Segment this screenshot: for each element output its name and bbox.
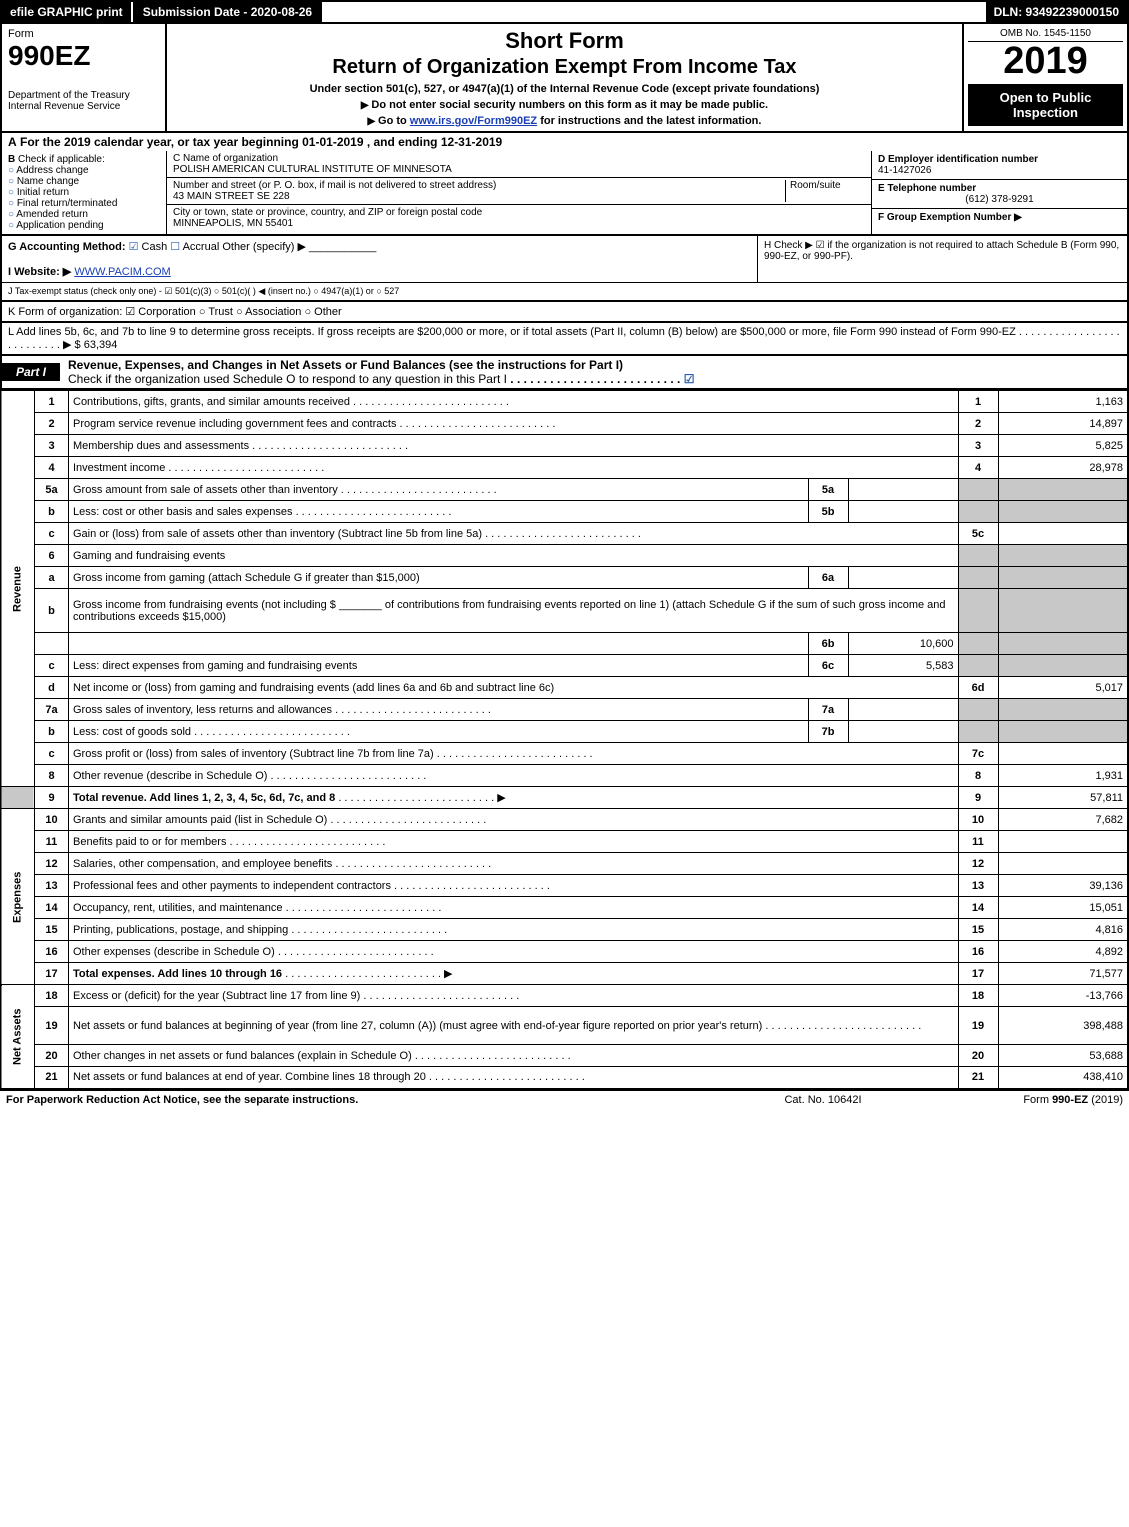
g-lbl: G Accounting Method: <box>8 241 126 253</box>
subtitle-3: Go to www.irs.gov/Form990EZ for instruct… <box>175 115 954 127</box>
val-1: 1,163 <box>998 391 1128 413</box>
line-k: K Form of organization: ☑ Corporation ○ … <box>0 302 1129 323</box>
val-15: 4,816 <box>998 919 1128 941</box>
tax-year: 2019 <box>968 42 1123 80</box>
dln: DLN: 93492239000150 <box>986 2 1127 22</box>
val-6b: 10,600 <box>848 633 958 655</box>
val-6c: 5,583 <box>848 655 958 677</box>
val-21: 438,410 <box>998 1067 1128 1089</box>
footer-form: Form 990-EZ (2019) <box>923 1094 1123 1106</box>
phone: (612) 378-9291 <box>878 194 1121 205</box>
part1-title: Revenue, Expenses, and Changes in Net As… <box>68 358 623 372</box>
section-b: B Check if applicable: Address change Na… <box>2 151 167 234</box>
val-14: 15,051 <box>998 897 1128 919</box>
irs-link[interactable]: www.irs.gov/Form990EZ <box>410 115 537 127</box>
chk-final[interactable]: Final return/terminated <box>8 198 117 209</box>
i-lbl: I Website: ▶ <box>8 266 71 278</box>
c-street-lbl: Number and street (or P. O. box, if mail… <box>173 180 496 191</box>
val-9: 57,811 <box>998 787 1128 809</box>
org-street: 43 MAIN STREET SE 228 <box>173 191 290 202</box>
short-form-title: Short Form <box>175 28 954 54</box>
e-lbl: E Telephone number <box>878 183 976 194</box>
top-bar: efile GRAPHIC print Submission Date - 20… <box>0 0 1129 24</box>
section-def: D Employer identification number 41-1427… <box>872 151 1127 234</box>
val-13: 39,136 <box>998 875 1128 897</box>
g-other: Other (specify) ▶ <box>222 241 306 253</box>
form-label: Form <box>8 28 159 40</box>
h-text: H Check ▶ ☑ if the organization is not r… <box>757 236 1127 282</box>
part1-checkbox[interactable]: ☑ <box>684 372 695 386</box>
val-4: 28,978 <box>998 457 1128 479</box>
form-header: Form 990EZ Department of the Treasury In… <box>0 24 1129 133</box>
c-name-lbl: C Name of organization <box>173 153 278 164</box>
open-inspection: Open to Public Inspection <box>968 84 1123 126</box>
val-17: 71,577 <box>998 963 1128 985</box>
line-l: L Add lines 5b, 6c, and 7b to line 9 to … <box>0 323 1129 356</box>
irs-label: Internal Revenue Service <box>8 101 159 112</box>
footer-notice: For Paperwork Reduction Act Notice, see … <box>6 1094 723 1106</box>
website-link[interactable]: WWW.PACIM.COM <box>74 266 170 278</box>
ein: 41-1427026 <box>878 165 931 176</box>
g-accrual[interactable]: Accrual <box>170 241 219 253</box>
return-title: Return of Organization Exempt From Incom… <box>175 56 954 79</box>
line-a: A For the 2019 calendar year, or tax yea… <box>0 133 1129 151</box>
chk-pending[interactable]: Application pending <box>8 220 104 231</box>
footer-catno: Cat. No. 10642I <box>723 1094 923 1106</box>
val-10: 7,682 <box>998 809 1128 831</box>
l-amount: ▶ $ 63,394 <box>63 339 117 351</box>
form-number: 990EZ <box>8 40 159 72</box>
row-gh: G Accounting Method: Cash Accrual Other … <box>0 236 1129 283</box>
submission-date: Submission Date - 2020-08-26 <box>133 2 322 22</box>
section-c: C Name of organization POLISH AMERICAN C… <box>167 151 872 234</box>
f-lbl: F Group Exemption Number ▶ <box>878 212 1022 223</box>
goto-post: for instructions and the latest informat… <box>537 115 761 127</box>
val-5c <box>998 523 1128 545</box>
chk-initial[interactable]: Initial return <box>8 187 69 198</box>
part1-label: Part I <box>2 363 60 381</box>
revenue-sidebar: Revenue <box>1 391 35 787</box>
dept-label: Department of the Treasury <box>8 90 159 101</box>
chk-address[interactable]: Address change <box>8 165 89 176</box>
room-lbl: Room/suite <box>785 180 865 202</box>
goto-pre: Go to <box>378 115 410 127</box>
org-city: MINNEAPOLIS, MN 55401 <box>173 218 293 229</box>
c-city-lbl: City or town, state or province, country… <box>173 207 482 218</box>
part1-bar: Part I Revenue, Expenses, and Changes in… <box>0 356 1129 390</box>
subtitle-1: Under section 501(c), 527, or 4947(a)(1)… <box>175 83 954 95</box>
val-16: 4,892 <box>998 941 1128 963</box>
efile-print-button[interactable]: efile GRAPHIC print <box>2 2 133 22</box>
part1-table: Revenue 1Contributions, gifts, grants, a… <box>0 390 1129 1090</box>
val-6d: 5,017 <box>998 677 1128 699</box>
d-lbl: D Employer identification number <box>878 154 1038 165</box>
chk-amended[interactable]: Amended return <box>8 209 88 220</box>
b-label: Check if applicable: <box>18 154 105 165</box>
chk-name[interactable]: Name change <box>8 176 79 187</box>
subtitle-2: Do not enter social security numbers on … <box>175 99 954 111</box>
val-8: 1,931 <box>998 765 1128 787</box>
g-cash[interactable]: Cash <box>129 241 168 253</box>
part1-check-text: Check if the organization used Schedule … <box>68 372 507 386</box>
val-19: 398,488 <box>998 1007 1128 1045</box>
info-row: B Check if applicable: Address change Na… <box>0 151 1129 236</box>
org-name: POLISH AMERICAN CULTURAL INSTITUTE OF MI… <box>173 164 452 175</box>
val-20: 53,688 <box>998 1045 1128 1067</box>
val-18: -13,766 <box>998 985 1128 1007</box>
val-2: 14,897 <box>998 413 1128 435</box>
val-3: 5,825 <box>998 435 1128 457</box>
line-j: J Tax-exempt status (check only one) - ☑… <box>0 283 1129 302</box>
netassets-sidebar: Net Assets <box>1 985 35 1089</box>
footer: For Paperwork Reduction Act Notice, see … <box>0 1090 1129 1109</box>
expenses-sidebar: Expenses <box>1 809 35 985</box>
